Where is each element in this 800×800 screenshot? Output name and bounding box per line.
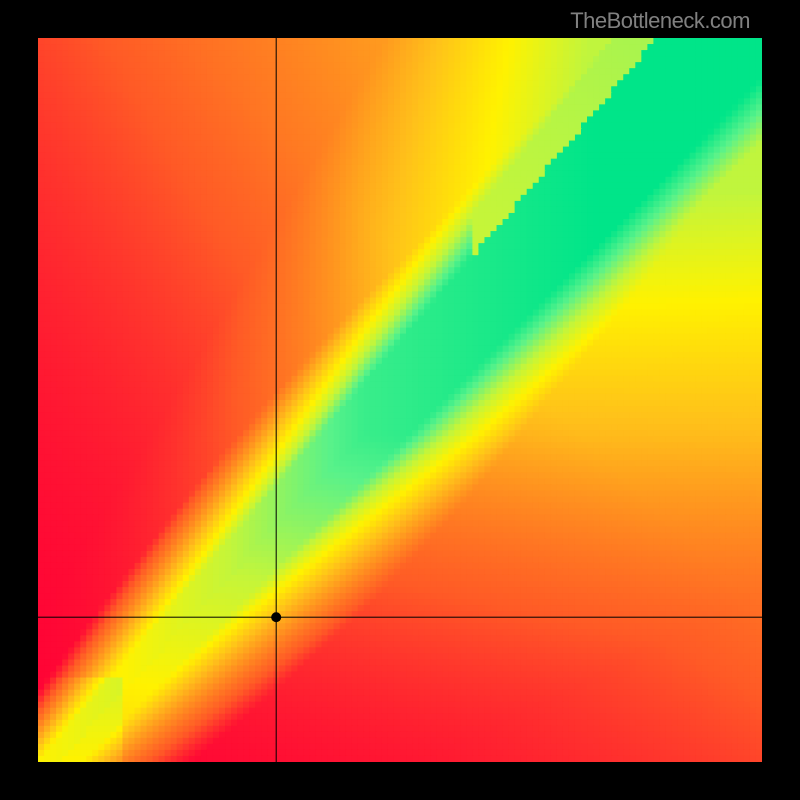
watermark-text: TheBottleneck.com: [570, 8, 750, 34]
chart-container: TheBottleneck.com: [0, 0, 800, 800]
heatmap-canvas: [38, 38, 762, 762]
heatmap-plot: [38, 38, 762, 762]
